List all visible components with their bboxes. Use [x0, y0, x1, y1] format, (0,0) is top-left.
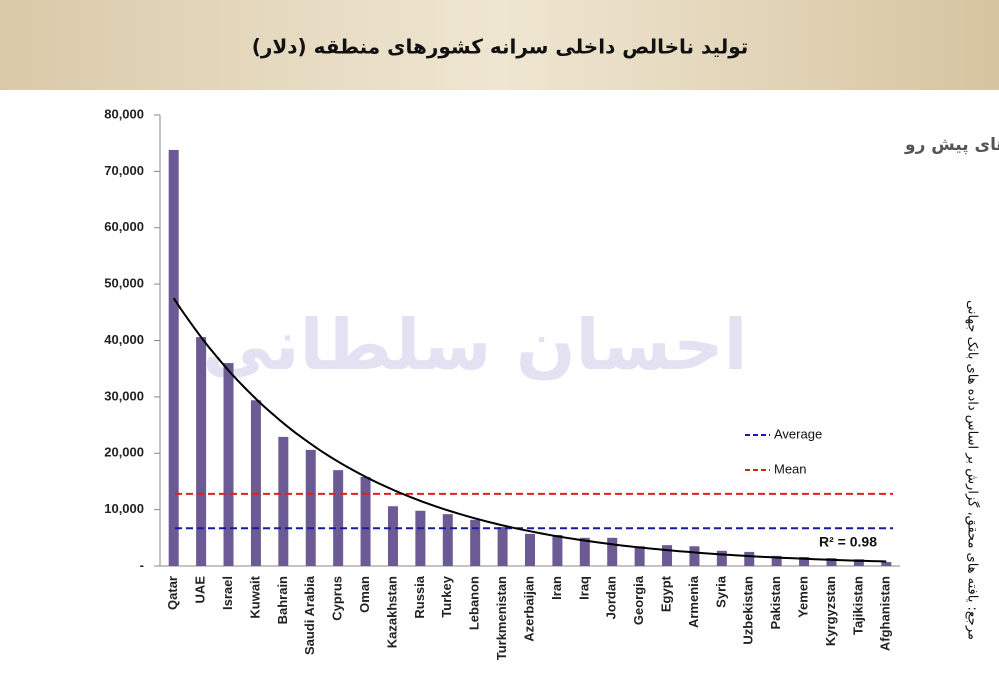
legend-label: Average [774, 426, 822, 441]
bar [168, 149, 179, 566]
y-tick-label: 20,000 [104, 445, 144, 460]
bar [689, 546, 700, 566]
x-tick-label: Egypt [658, 575, 673, 612]
bar [799, 556, 810, 566]
x-tick-label: Yemen [796, 576, 811, 618]
y-tick-label: 30,000 [104, 388, 144, 403]
x-tick-label: Azerbaijan [521, 576, 536, 642]
bar [607, 537, 618, 566]
bar [415, 510, 426, 566]
bar [744, 551, 755, 566]
bar [634, 546, 645, 566]
bar [470, 519, 481, 566]
bar [223, 363, 234, 566]
bar [497, 527, 508, 566]
y-tick-label: 80,000 [104, 106, 144, 121]
bar [305, 449, 316, 566]
x-tick-label: Syria [713, 575, 728, 608]
x-tick-label: UAE [193, 576, 208, 604]
y-tick-label: 70,000 [104, 163, 144, 178]
x-tick-label: Qatar [165, 576, 180, 610]
x-tick-label: Oman [357, 576, 372, 613]
bar [442, 514, 453, 566]
watermark: احسان سلطانی [202, 304, 747, 386]
y-tick-label: 10,000 [104, 501, 144, 516]
x-tick-label: Armenia [686, 575, 701, 628]
x-tick-label: Russia [412, 575, 427, 618]
x-tick-label: Kyrgyzstan [823, 576, 838, 646]
bar [826, 558, 837, 566]
chart-subtitle: نابرابری‌ها و بحران‌های منطقه‌ای و چالش‌… [904, 135, 999, 155]
x-tick-label: Iraq [576, 576, 591, 600]
source-note: مرجع: یافته های محقق، گزارش بر اساس داده… [965, 300, 981, 640]
trendline-label: R² = 0.98 [819, 534, 877, 550]
bar [333, 470, 344, 566]
x-tick-label: Iran [549, 576, 564, 600]
x-tick-label: Saudi Arabia [302, 575, 317, 655]
bar [716, 550, 727, 566]
x-tick-label: Kuwait [247, 575, 262, 618]
x-tick-label: Kazakhstan [384, 576, 399, 648]
y-tick-label: - [140, 557, 144, 572]
x-tick-label: Israel [220, 576, 235, 610]
y-tick-label: 50,000 [104, 276, 144, 291]
bar [853, 559, 864, 566]
header-band [0, 0, 999, 90]
bar [771, 555, 782, 566]
x-tick-label: Georgia [631, 575, 646, 625]
x-tick-label: Afghanistan [878, 576, 893, 651]
trendline [172, 297, 887, 563]
bar [579, 537, 590, 566]
x-tick-label: Cyprus [330, 576, 345, 621]
x-tick-label: Turkey [439, 575, 454, 617]
bar [250, 400, 261, 566]
bar [881, 562, 892, 566]
x-tick-label: Bahrain [275, 576, 290, 624]
bar [278, 436, 289, 566]
bar [662, 545, 673, 566]
bar [360, 476, 371, 566]
bar [196, 337, 207, 566]
y-tick-label: 60,000 [104, 219, 144, 234]
bar [552, 534, 563, 566]
legend-label: Mean [774, 461, 807, 476]
x-tick-label: Pakistan [768, 576, 783, 630]
bar [525, 533, 535, 566]
bar [387, 506, 398, 566]
x-tick-label: Lebanon [467, 576, 482, 630]
x-tick-label: Jordan [604, 576, 619, 619]
x-tick-label: Uzbekistan [741, 576, 756, 645]
x-tick-label: Turkmenistan [494, 576, 509, 660]
x-tick-label: Tajikistan [850, 576, 865, 635]
chart-title: تولید ناخالص داخلی سرانه کشورهای منطقه (… [252, 35, 749, 59]
y-tick-label: 40,000 [104, 332, 144, 347]
